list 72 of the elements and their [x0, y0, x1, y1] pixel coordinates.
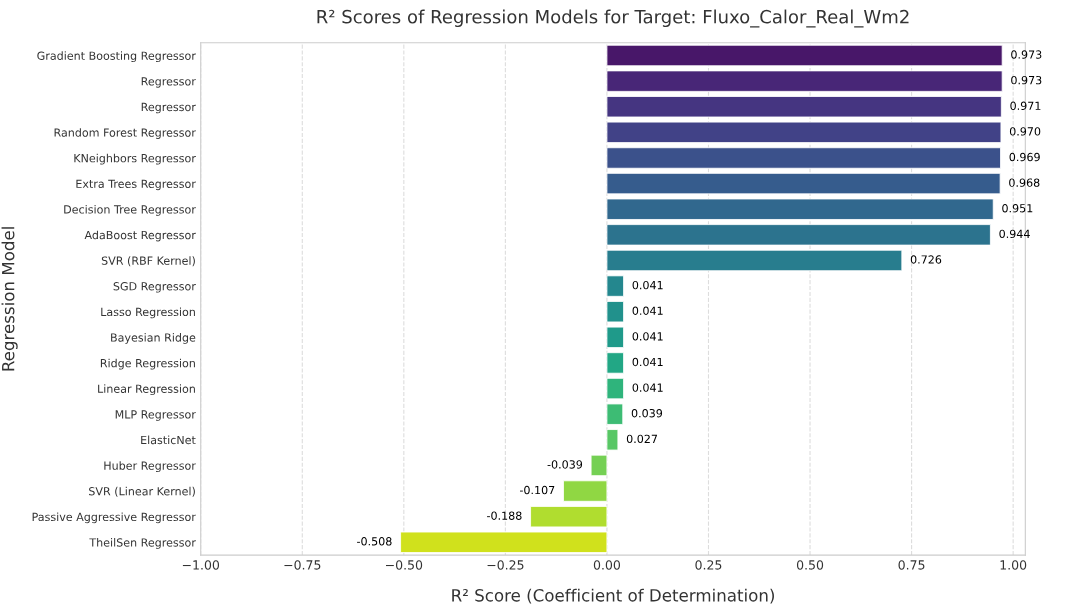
y-tick-label: Ridge Regression [100, 358, 195, 370]
data-label: 0.973 [1011, 75, 1042, 85]
bar [606, 326, 625, 348]
x-tick-label: −1.00 [182, 560, 220, 570]
data-label: 0.970 [1009, 127, 1041, 136]
data-label: 0.027 [626, 434, 657, 444]
bar [606, 275, 625, 297]
data-label: 0.726 [910, 255, 942, 264]
data-label: 0.039 [631, 409, 663, 418]
x-tick-label: 0.00 [593, 560, 621, 570]
data-label: 0.971 [1010, 101, 1041, 110]
y-tick-label: Gradient Boosting Regressor [37, 51, 196, 63]
y-axis-title: Regression Model [1, 227, 18, 371]
bar [606, 96, 1002, 118]
data-label: 0.041 [632, 332, 663, 341]
bar [606, 403, 624, 425]
data-label: 0.951 [1002, 204, 1033, 213]
x-tick-label: −0.50 [386, 560, 423, 570]
bar [606, 377, 625, 400]
bar [606, 70, 1003, 92]
bar [530, 506, 608, 528]
bar [606, 198, 994, 220]
y-tick-label: Bayesian Ridge [111, 333, 196, 344]
bar [606, 429, 619, 451]
y-tick-label: TheilSen Regressor [89, 538, 196, 549]
data-label: 0.973 [1011, 50, 1042, 59]
y-tick-label: SGD Regressor [113, 282, 196, 293]
data-label: 0.041 [632, 280, 663, 290]
chart-title: R² Scores of Regression Models for Target: Fluxo_Calor_Real_Wm2 [317, 9, 909, 28]
data-label: 0.041 [632, 306, 663, 315]
y-tick-label: Huber Regressor [104, 461, 196, 472]
y-tick-label: Regressor [141, 102, 196, 114]
y-tick-label: ElasticNet [141, 435, 196, 445]
data-label: 0.041 [632, 357, 663, 367]
data-label: -0.039 [547, 460, 583, 469]
y-tick-label: SVR (Linear Kernel) [89, 486, 195, 497]
y-tick-label: AdaBoost Regressor [84, 230, 196, 242]
y-tick-label: Random Forest Regressor [54, 128, 196, 139]
bar [590, 454, 608, 477]
data-label: 0.969 [1009, 152, 1040, 162]
y-tick-label: Regressor [141, 77, 196, 88]
bar [606, 301, 625, 323]
y-tick-label: Decision Tree Regressor [64, 205, 196, 216]
bar [606, 44, 1003, 67]
data-label: -0.107 [519, 485, 555, 495]
data-label: -0.188 [487, 511, 522, 520]
x-tick-label: 1.00 [1000, 560, 1027, 570]
y-tick-label: MLP Regressor [115, 410, 196, 421]
y-tick-label: SVR (RBF Kernel) [101, 256, 195, 267]
data-label: 0.968 [1009, 178, 1040, 187]
x-axis-title: R² Score (Coefficient of Determination) [452, 588, 774, 604]
bar [606, 224, 991, 246]
x-tick-label: −0.25 [487, 560, 524, 570]
y-tick-label: Extra Trees Regressor [76, 179, 196, 191]
x-tick-label: 0.50 [796, 560, 824, 570]
y-tick-label: KNeighbors Regressor [74, 153, 196, 165]
bar [606, 172, 1001, 195]
bar [400, 531, 608, 553]
y-tick-label: Linear Regression [98, 384, 195, 396]
data-label: 0.041 [632, 383, 663, 392]
bar [563, 480, 608, 502]
x-tick-label: 0.25 [695, 560, 722, 570]
bar [606, 121, 1002, 144]
bar [606, 249, 903, 272]
y-tick-label: Lasso Regression [101, 307, 195, 319]
y-tick-label: Passive Aggressive Regressor [32, 512, 196, 524]
data-label: -0.508 [357, 537, 392, 546]
data-label: 0.944 [999, 229, 1030, 239]
bar [606, 147, 1001, 169]
bar [606, 352, 625, 374]
x-tick-label: 0.75 [898, 560, 925, 570]
x-tick-label: −0.75 [284, 560, 321, 570]
